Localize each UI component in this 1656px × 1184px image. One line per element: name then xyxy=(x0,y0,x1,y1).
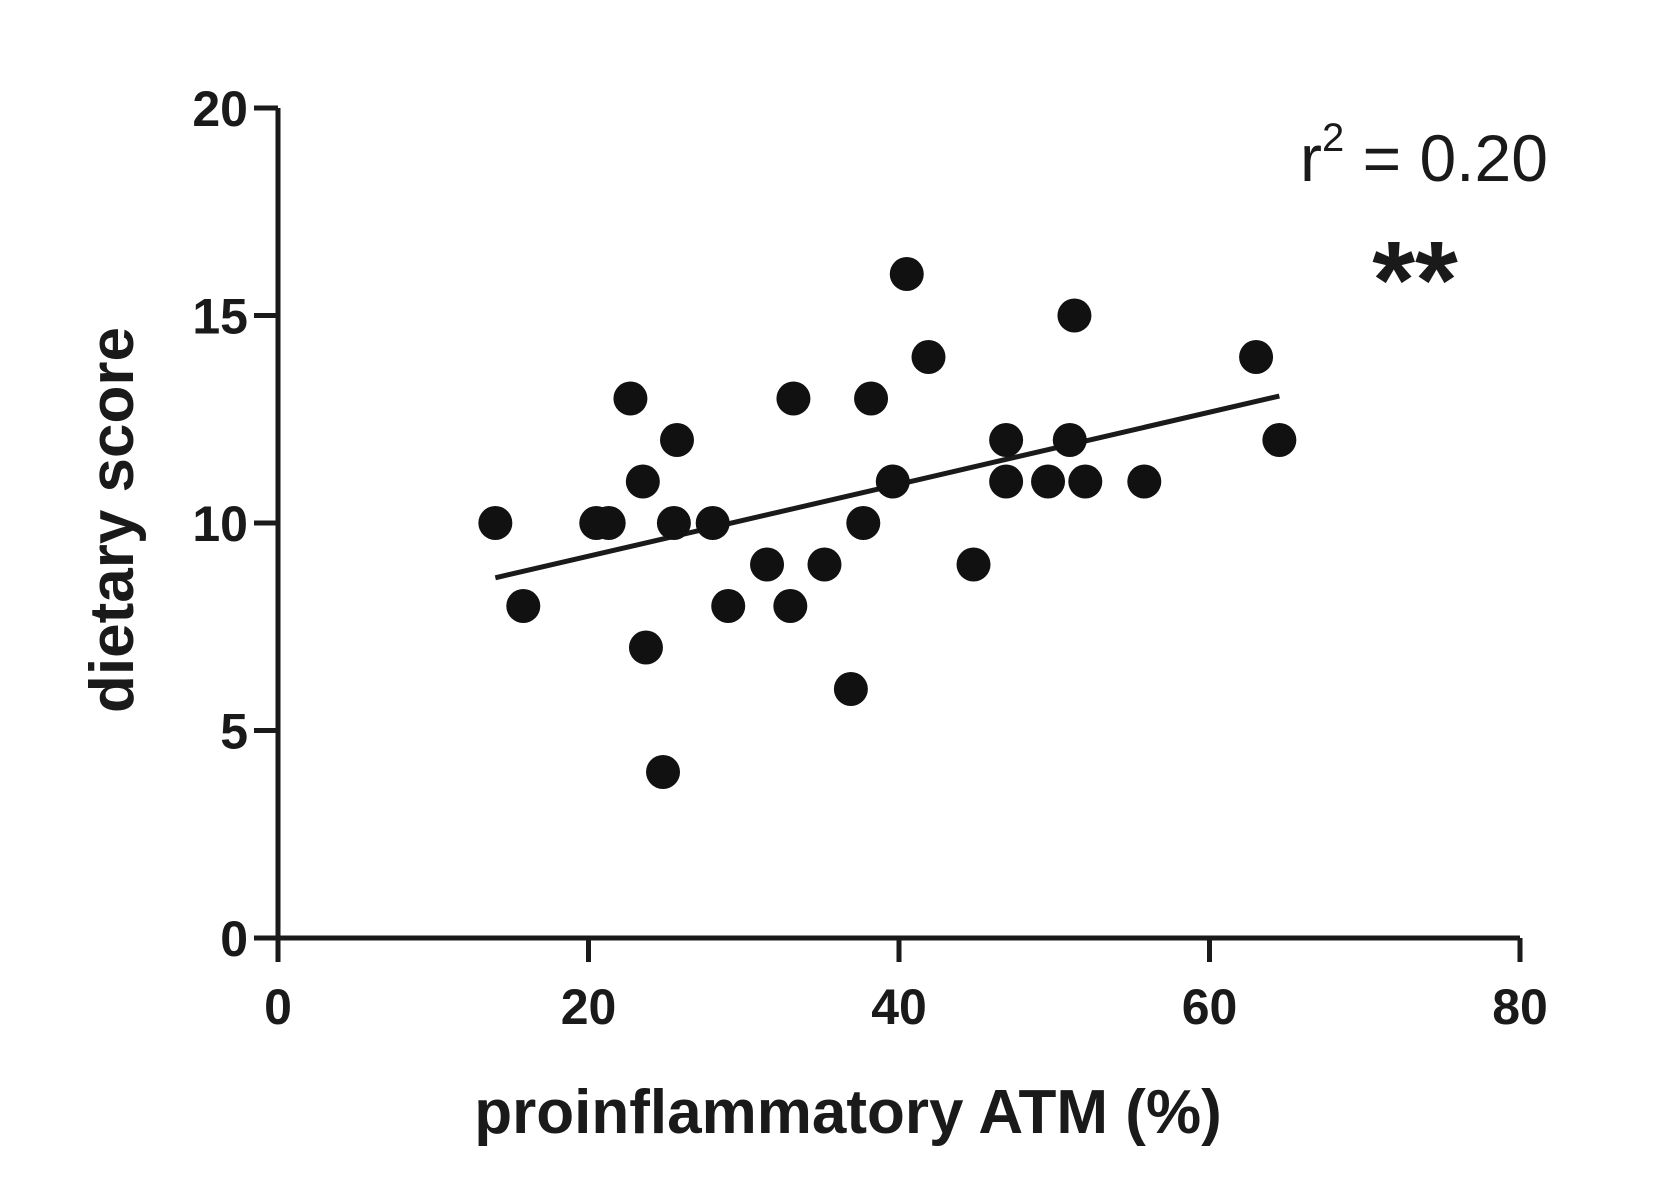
r-squared-symbol: r xyxy=(1300,121,1322,195)
data-point xyxy=(656,506,691,540)
data-point xyxy=(1239,340,1274,374)
data-point xyxy=(659,423,694,457)
x-tick-label: 60 xyxy=(1182,979,1238,1035)
data-point xyxy=(989,423,1024,457)
data-point xyxy=(875,464,910,499)
data-point xyxy=(506,589,541,623)
data-point xyxy=(478,506,513,540)
x-tick-label: 20 xyxy=(561,979,617,1035)
data-point xyxy=(628,630,663,665)
data-point xyxy=(695,506,730,540)
y-tick-label: 5 xyxy=(220,704,248,760)
data-point xyxy=(773,589,808,623)
y-axis-title: dietary score xyxy=(78,327,147,713)
data-point xyxy=(646,755,681,789)
data-point xyxy=(776,381,811,416)
y-tick-label: 15 xyxy=(192,289,248,345)
data-point xyxy=(613,381,648,416)
x-axis-title: proinflammatory ATM (%) xyxy=(474,1078,1221,1147)
data-point xyxy=(1262,423,1297,457)
data-point xyxy=(1052,423,1087,457)
data-point xyxy=(1127,464,1162,499)
data-point xyxy=(591,506,626,540)
data-point xyxy=(625,464,660,499)
axes: 0 20 40 60 80 0 5 10 15 20 xyxy=(192,81,1547,1035)
data-point xyxy=(956,547,991,582)
data-point xyxy=(846,506,881,540)
r-squared-annotation: r2 = 0.20 xyxy=(1300,116,1548,195)
y-tick-label: 20 xyxy=(192,81,248,137)
data-point xyxy=(807,547,842,582)
r-squared-value: = 0.20 xyxy=(1344,121,1548,195)
x-tick-label: 80 xyxy=(1492,979,1548,1035)
data-point xyxy=(1068,464,1103,499)
y-tick-label: 0 xyxy=(220,911,248,967)
data-point xyxy=(889,257,924,291)
data-points xyxy=(478,257,1297,789)
significance-marker: ** xyxy=(1372,219,1458,342)
data-point xyxy=(854,381,889,416)
x-tick-label: 40 xyxy=(871,979,927,1035)
data-point xyxy=(833,672,868,706)
data-point xyxy=(911,340,946,374)
r-squared-exponent: 2 xyxy=(1322,116,1344,160)
x-tick-label: 0 xyxy=(264,979,292,1035)
y-tick-label: 10 xyxy=(192,496,248,552)
data-point xyxy=(750,547,785,582)
data-point xyxy=(1057,298,1092,333)
data-point xyxy=(989,464,1024,499)
data-point xyxy=(711,589,746,623)
data-point xyxy=(1031,464,1066,499)
